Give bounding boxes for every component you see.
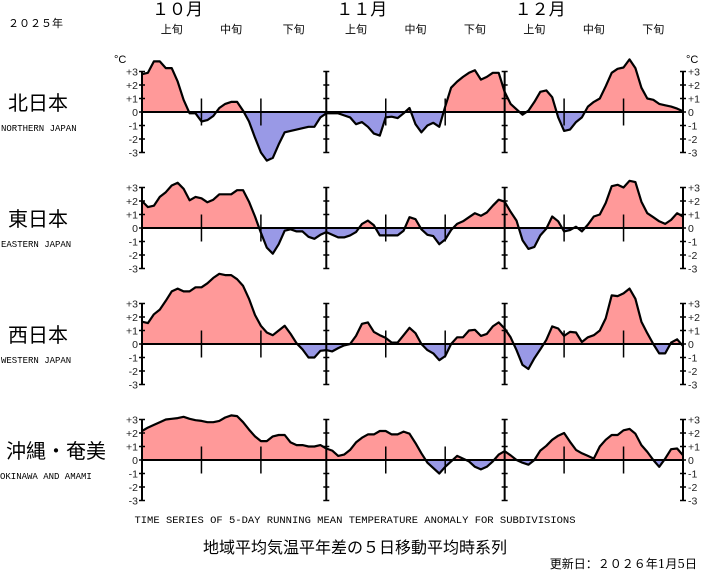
- y-tick-label-right: +3: [688, 299, 700, 311]
- y-tick-label-right: +3: [688, 183, 700, 195]
- y-tick-label-right: -3: [688, 380, 697, 392]
- y-tick-label-right: +3: [688, 415, 700, 427]
- region-name-english: EASTERN JAPAN: [1, 240, 71, 250]
- positive-anomaly-area: [142, 415, 683, 460]
- y-tick-label-left: +2: [126, 80, 138, 92]
- y-tick-label-right: +2: [688, 312, 700, 324]
- y-tick-label-left: +2: [126, 428, 138, 440]
- y-tick-label-left: -1: [129, 353, 138, 365]
- y-tick-label-left: -2: [129, 366, 138, 378]
- y-tick-label-left: +3: [126, 183, 138, 195]
- japanese-title: 地域平均気温平年差の５日移動平均時系列: [203, 538, 507, 557]
- anomaly-line: [141, 414, 684, 475]
- unit-label-left: °C: [114, 54, 126, 66]
- dekad-label: 上旬: [161, 23, 183, 36]
- y-tick-label-right: +3: [688, 67, 700, 79]
- y-tick-label-left: +3: [126, 415, 138, 427]
- y-tick-label-right: -1: [688, 121, 697, 133]
- y-tick-label-right: +2: [688, 428, 700, 440]
- english-title: TIME SERIES OF 5-DAY RUNNING MEAN TEMPER…: [134, 515, 575, 527]
- region-name-english: WESTERN JAPAN: [1, 356, 71, 366]
- y-tick-label-right: -3: [688, 496, 697, 508]
- dekad-label: 中旬: [583, 23, 605, 36]
- y-tick-label-left: +1: [126, 442, 138, 454]
- year-label: ２０２５年: [8, 16, 63, 30]
- y-tick-label-right: +2: [688, 196, 700, 208]
- dekad-label: 上旬: [523, 23, 545, 36]
- updated-date: 更新日：２０２６年1月5日: [550, 556, 697, 570]
- y-tick-label-right: +1: [688, 442, 700, 454]
- positive-anomaly-area: [142, 273, 683, 344]
- y-tick-label-left: +1: [126, 94, 138, 106]
- unit-label-right: °C: [686, 54, 698, 66]
- y-tick-label-right: -2: [688, 134, 697, 146]
- dekad-label: 下旬: [464, 23, 486, 36]
- y-tick-label-left: 0: [132, 339, 138, 351]
- region-name: 東日本: [8, 207, 68, 231]
- anomaly-line: [141, 58, 684, 162]
- y-tick-label-left: 0: [132, 455, 138, 467]
- dekad-label: 下旬: [283, 23, 305, 36]
- y-tick-label-right: +1: [688, 326, 700, 338]
- y-tick-label-right: -3: [688, 148, 697, 160]
- y-tick-label-left: +3: [126, 67, 138, 79]
- month-label: １０月: [152, 0, 203, 20]
- y-tick-label-right: 0: [688, 455, 694, 467]
- y-tick-label-left: +3: [126, 299, 138, 311]
- region-name: 北日本: [8, 91, 68, 115]
- y-tick-label-right: +1: [688, 210, 700, 222]
- dekad-label: 下旬: [642, 23, 664, 36]
- region-name-english: OKINAWA AND AMAMI: [0, 472, 92, 482]
- y-tick-label-left: 0: [132, 223, 138, 235]
- y-tick-label-left: -2: [129, 250, 138, 262]
- region-name: 沖縄・奄美: [6, 439, 106, 463]
- anomaly-line: [141, 179, 684, 255]
- y-tick-label-left: -2: [129, 482, 138, 494]
- y-tick-label-left: -1: [129, 469, 138, 481]
- y-tick-label-right: -1: [688, 237, 697, 249]
- y-tick-label-left: +1: [126, 210, 138, 222]
- region-name-english: NORTHERN JAPAN: [1, 124, 77, 134]
- y-tick-label-right: +2: [688, 80, 700, 92]
- y-tick-label-left: -3: [129, 380, 138, 392]
- y-tick-label-left: +2: [126, 312, 138, 324]
- y-tick-label-right: 0: [688, 223, 694, 235]
- y-tick-label-right: 0: [688, 107, 694, 119]
- month-label: １１月: [336, 0, 387, 20]
- y-tick-label-right: -2: [688, 366, 697, 378]
- y-tick-label-left: -3: [129, 496, 138, 508]
- anomaly-line: [141, 272, 684, 371]
- dekad-label: 中旬: [404, 23, 426, 36]
- negative-anomaly-area: [142, 112, 683, 161]
- y-tick-label-right: -2: [688, 250, 697, 262]
- y-tick-label-left: -1: [129, 121, 138, 133]
- y-tick-label-right: -3: [688, 264, 697, 276]
- y-tick-label-right: -2: [688, 482, 697, 494]
- y-tick-label-right: -1: [688, 469, 697, 481]
- y-tick-label-right: +1: [688, 94, 700, 106]
- dekad-label: 上旬: [345, 23, 367, 36]
- y-tick-label-left: -2: [129, 134, 138, 146]
- y-tick-label-left: +1: [126, 326, 138, 338]
- y-tick-label-right: 0: [688, 339, 694, 351]
- y-tick-label-right: -1: [688, 353, 697, 365]
- positive-anomaly-area: [142, 59, 683, 112]
- negative-anomaly-area: [142, 228, 683, 254]
- y-tick-label-left: -3: [129, 264, 138, 276]
- y-tick-label-left: +2: [126, 196, 138, 208]
- y-tick-label-left: 0: [132, 107, 138, 119]
- dekad-label: 中旬: [220, 23, 242, 36]
- month-label: １２月: [515, 0, 566, 20]
- region-name: 西日本: [8, 323, 68, 347]
- y-tick-label-left: -1: [129, 237, 138, 249]
- y-tick-label-left: -3: [129, 148, 138, 160]
